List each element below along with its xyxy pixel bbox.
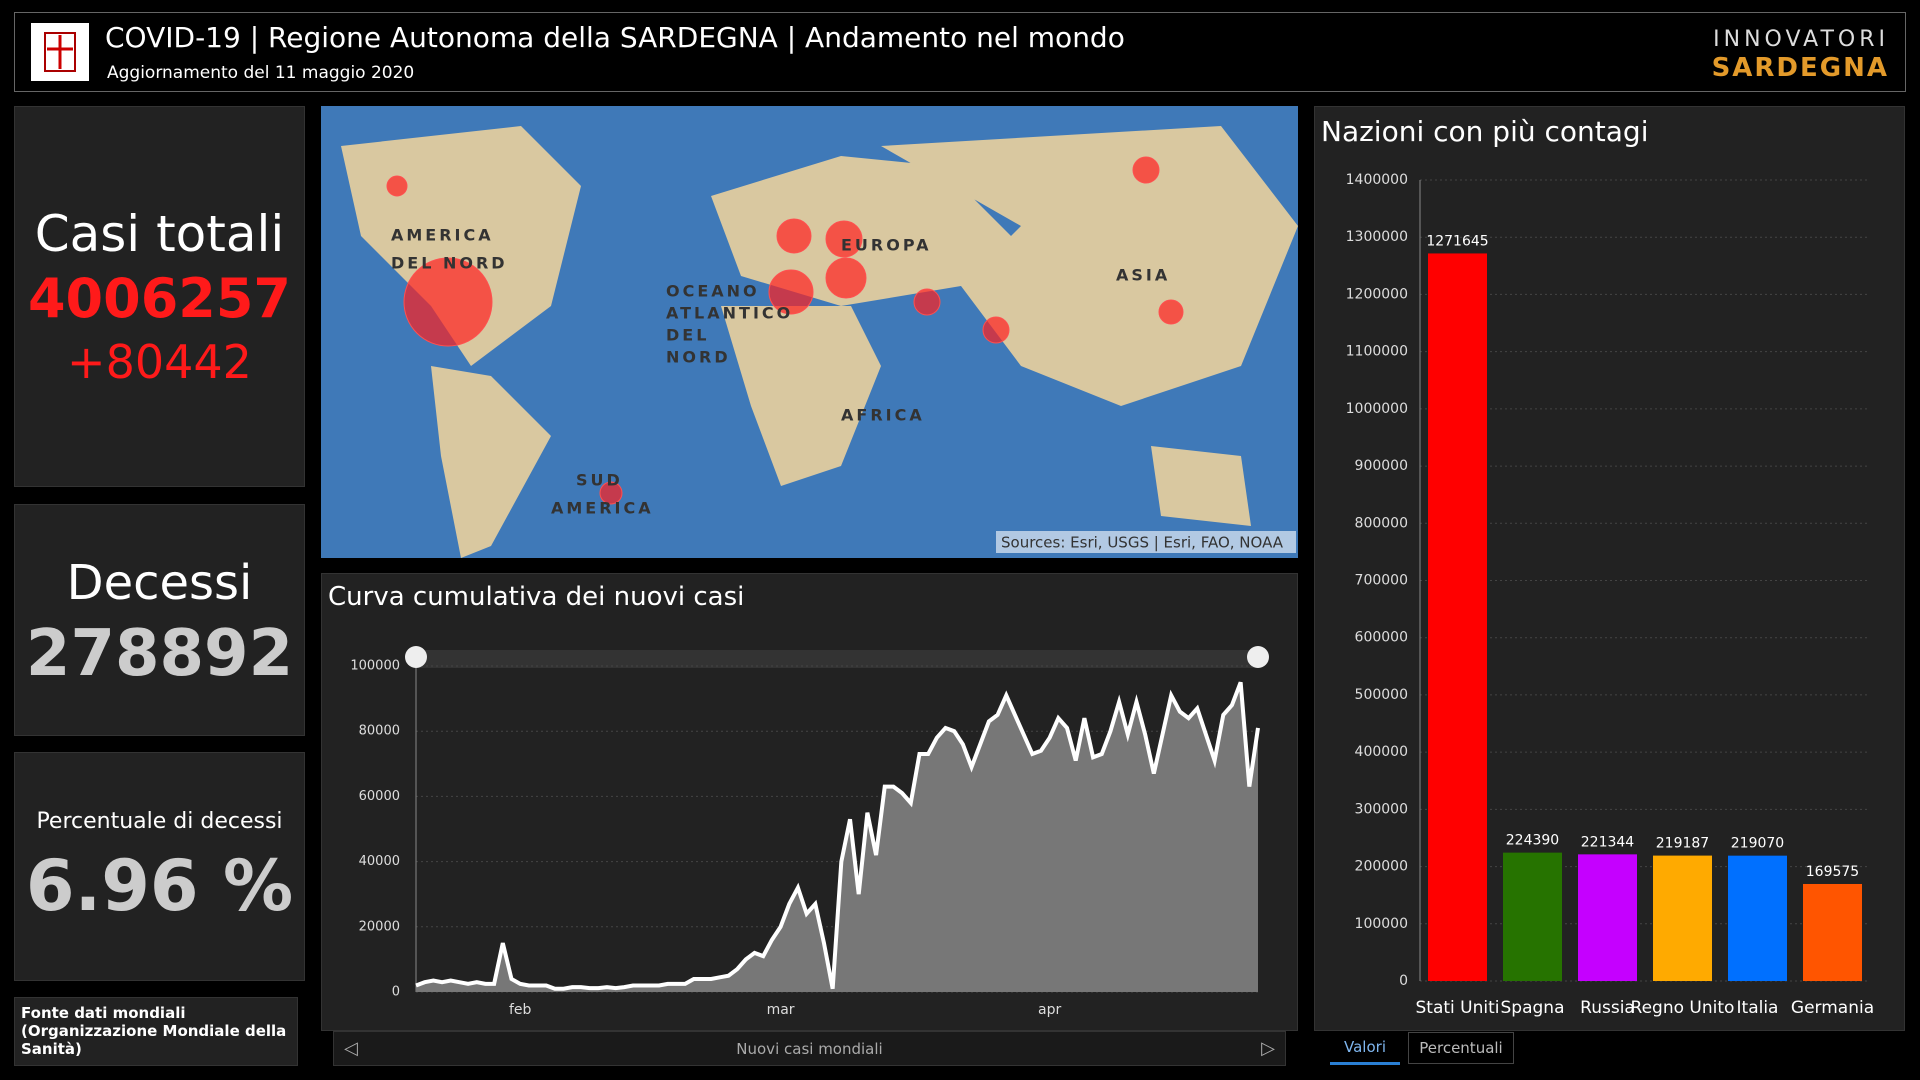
bar xyxy=(1803,883,1862,981)
map-label: NORD xyxy=(666,348,731,367)
logo xyxy=(31,23,89,81)
map-label: ASIA xyxy=(1116,266,1170,285)
x-axis-label: Nuovi casi mondiali xyxy=(736,1040,883,1058)
x-tick-label: Italia xyxy=(1737,998,1779,1018)
y-tick-label: 0 xyxy=(1399,973,1408,989)
kpi-delta: +80442 xyxy=(67,335,252,389)
x-tick-label: Germania xyxy=(1791,998,1874,1018)
data-label: 1271645 xyxy=(1426,233,1488,249)
y-tick-label: 100000 xyxy=(1355,916,1408,932)
map-label: DEL NORD xyxy=(391,254,508,273)
y-tick-label: 400000 xyxy=(1355,744,1408,760)
kpi-value: 4006257 xyxy=(27,267,291,330)
prev-button[interactable]: ◁ xyxy=(344,1038,358,1059)
x-tick-label: feb xyxy=(509,1002,532,1018)
data-label: 169575 xyxy=(1806,864,1859,880)
y-tick-label: 700000 xyxy=(1355,573,1408,589)
kpi-label: Decessi xyxy=(66,555,253,611)
brand-bottom: SARDEGNA xyxy=(1711,53,1889,83)
brand-top: INNOVATORI xyxy=(1713,27,1889,52)
x-tick-label: mar xyxy=(767,1002,795,1018)
y-tick-label: 1400000 xyxy=(1346,172,1408,188)
x-tick-label: Russia xyxy=(1580,998,1635,1018)
line xyxy=(415,681,1260,991)
data-label: 224390 xyxy=(1506,833,1559,849)
map-label: AMERICA xyxy=(391,226,494,245)
bar xyxy=(1578,854,1637,981)
case-circles xyxy=(386,156,1184,505)
y-tick-label: 300000 xyxy=(1355,801,1408,817)
bar xyxy=(1503,852,1562,981)
subtitle: Aggiornamento del 11 maggio 2020 xyxy=(107,63,415,83)
kpi-label: Percentuale di decessi xyxy=(36,809,283,834)
tab[interactable]: Percentuali xyxy=(1408,1032,1514,1064)
map-label: SUD xyxy=(576,471,623,490)
chart-title: Nazioni con più contagi xyxy=(1321,115,1649,148)
map-label: EUROPA xyxy=(841,236,931,255)
y-tick-label: 1100000 xyxy=(1346,344,1408,360)
kpi-panel: Decessi 278892 xyxy=(14,504,305,736)
kpi-value: 6.96 % xyxy=(25,845,294,927)
nav-bar: ◁ Nuovi casi mondiali ▷ xyxy=(333,1031,1286,1066)
map-label: ATLANTICO xyxy=(666,304,793,323)
y-tick-label: 20000 xyxy=(359,919,400,934)
slider-handle xyxy=(1247,646,1269,668)
y-tick-label: 0 xyxy=(392,985,400,1000)
y-tick-label: 1300000 xyxy=(1346,229,1408,245)
map-labels: AMERICA DEL NORD OCEANO ATLANTICO DEL NORD EUR… xyxy=(391,226,1170,518)
map-label: OCEANO xyxy=(666,282,760,301)
header: COVID-19 | Regione Autonoma della SARDEG… xyxy=(14,12,1906,92)
map-label: AFRICA xyxy=(841,406,925,425)
data-label: 219070 xyxy=(1731,836,1784,852)
attribution: Sources: Esri, USGS | Esri, FAO, NOAA xyxy=(1001,534,1284,552)
y-tick-label: 800000 xyxy=(1355,515,1408,531)
kpi-value: 278892 xyxy=(25,617,294,691)
y-tick-label: 1000000 xyxy=(1346,401,1408,417)
x-tick-label: Regno Unito xyxy=(1631,998,1735,1018)
bar xyxy=(1728,855,1787,981)
bar xyxy=(1428,253,1487,982)
tab[interactable]: Valori xyxy=(1330,1032,1400,1065)
area xyxy=(416,682,1258,992)
y-tick-label: 40000 xyxy=(359,854,400,869)
data-label: 219187 xyxy=(1656,836,1709,852)
slider-track xyxy=(416,650,1258,668)
next-button[interactable]: ▷ xyxy=(1261,1038,1275,1059)
x-tick-label: Spagna xyxy=(1501,998,1565,1018)
y-tick-label: 80000 xyxy=(359,724,400,739)
chart-title: Curva cumulativa dei nuovi casi xyxy=(328,582,745,612)
x-tick-label: Stati Uniti xyxy=(1416,998,1500,1018)
title: COVID-19 | Regione Autonoma della SARDEG… xyxy=(105,21,1125,54)
land xyxy=(341,126,1298,558)
kpi-panel: Percentuale di decessi 6.96 % xyxy=(14,752,305,981)
y-tick-label: 60000 xyxy=(359,789,400,804)
source-note: Fonte dati mondiali (Organizzazione Mond… xyxy=(14,997,298,1066)
y-tick-label: 100000 xyxy=(350,659,400,674)
data-label: 221344 xyxy=(1581,834,1635,850)
y-tick-label: 200000 xyxy=(1355,859,1408,875)
y-tick-label: 1200000 xyxy=(1346,286,1408,302)
kpi-panel: Casi totali 4006257 +80442 xyxy=(14,106,305,487)
y-tick-label: 600000 xyxy=(1355,630,1408,646)
map: AMERICA DEL NORD OCEANO ATLANTICO DEL NORD EUR… xyxy=(321,106,1298,558)
kpi-label: Casi totali xyxy=(34,205,285,263)
slider-handle xyxy=(405,646,427,668)
x-tick-label: apr xyxy=(1038,1002,1061,1018)
map-label: AMERICA xyxy=(551,499,654,518)
y-tick-label: 900000 xyxy=(1355,458,1408,474)
y-tick-label: 500000 xyxy=(1355,687,1408,703)
bar xyxy=(1653,855,1712,981)
map-label: DEL xyxy=(666,326,709,345)
